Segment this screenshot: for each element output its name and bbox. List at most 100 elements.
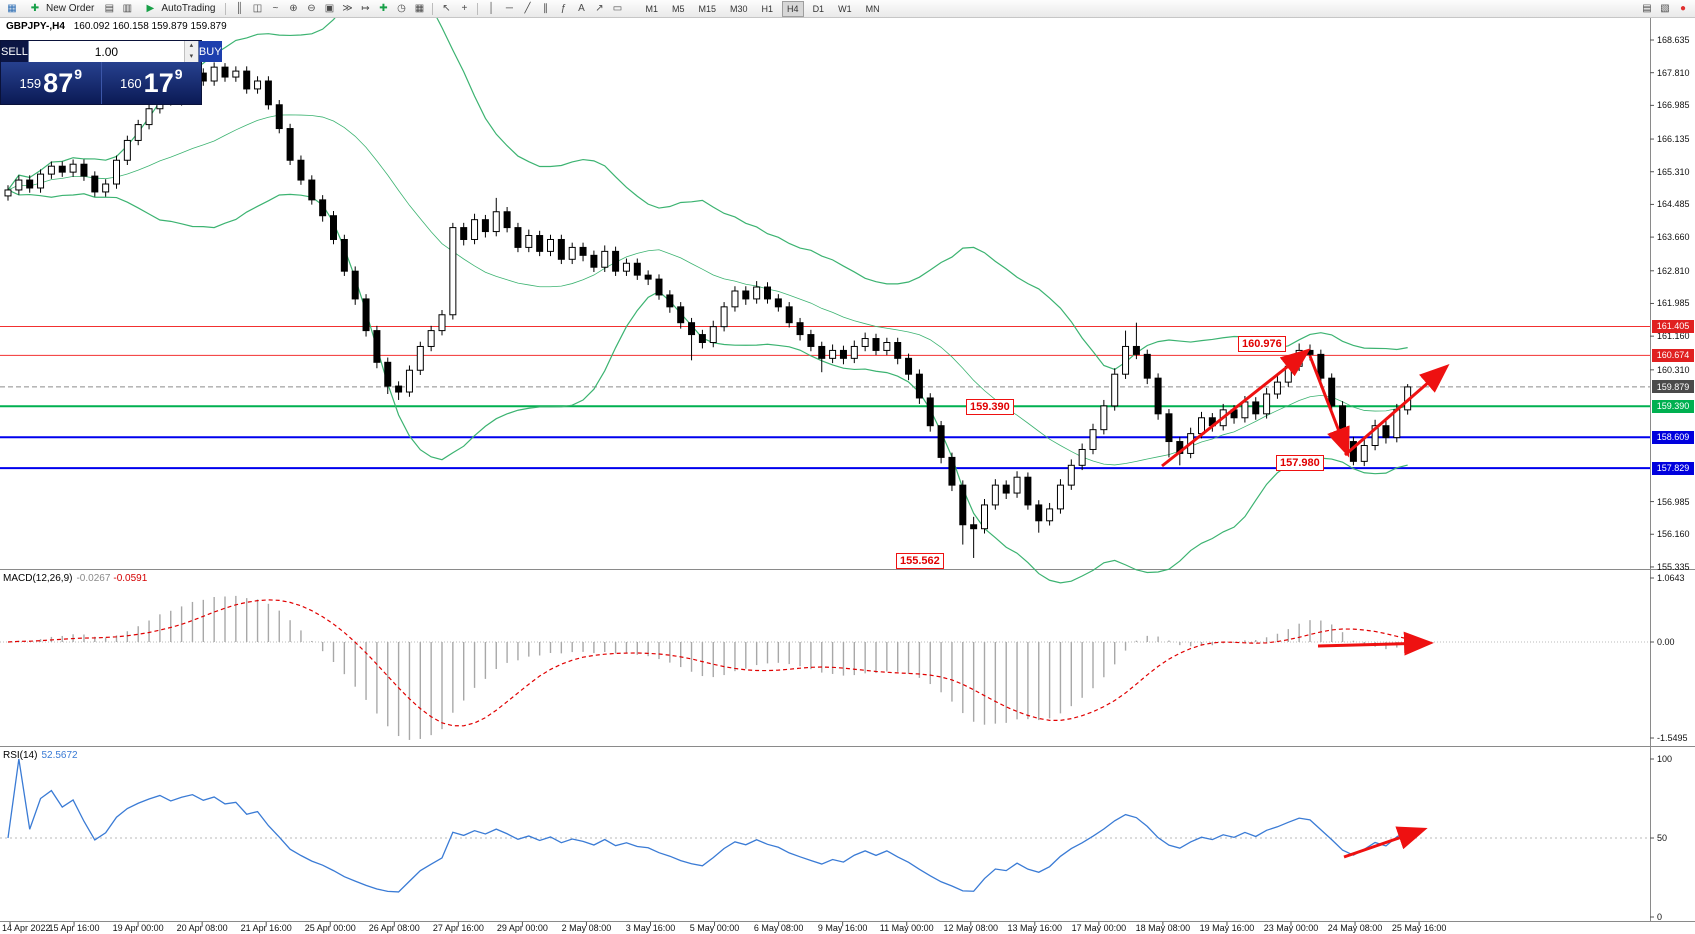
macd-signal-value: -0.0591 (113, 573, 148, 584)
bid-price[interactable]: 159 87 9 (1, 62, 102, 104)
bid-big-digits: 87 (43, 67, 74, 98)
status-dot-icon[interactable]: ● (1679, 3, 1687, 14)
time-tick-label: 2 May 08:00 (561, 923, 612, 933)
toolbar-separator (477, 2, 479, 15)
tile-windows-icon[interactable]: ▣ (324, 3, 335, 14)
new-order-button[interactable]: ✚ New Order (22, 1, 99, 16)
time-tick-label: 17 May 00:00 (1071, 923, 1127, 933)
macd-scale-label: -1.5495 (1657, 733, 1688, 743)
time-tick-label: 5 May 00:00 (689, 923, 740, 933)
timeframe-m5-button[interactable]: M5 (671, 3, 685, 14)
price-tick-label: 167.810 (1657, 67, 1690, 78)
clock-icon[interactable]: ◷ (397, 3, 406, 14)
autotrading-button-label: AutoTrading (161, 3, 216, 14)
lot-size-input[interactable] (28, 41, 184, 62)
time-tick-label: 19 May 16:00 (1199, 923, 1255, 933)
time-tick-label: 9 May 16:00 (817, 923, 868, 933)
lot-size-field: ▴ ▾ (27, 41, 199, 62)
fibonacci-icon[interactable]: ƒ (560, 3, 567, 14)
ohlc-values-label: 160.092 160.158 159.879 159.879 (73, 21, 227, 32)
time-tick-label: 12 May 08:00 (943, 923, 999, 933)
timeframe-h1-button[interactable]: H1 (761, 3, 774, 14)
text-icon[interactable]: A (578, 3, 585, 14)
chart-shift-icon[interactable]: ↦ (361, 3, 370, 14)
app-icon[interactable]: ▦ (7, 3, 17, 14)
price-annotation[interactable]: 159.390 (966, 399, 1014, 415)
trendline-icon[interactable]: ╱ (524, 3, 531, 14)
timeframe-m1-button[interactable]: M1 (645, 3, 658, 14)
price-level-badge: 161.405 (1652, 319, 1694, 333)
macd-scale-label: 0.00 (1657, 637, 1675, 647)
bid-prefix: 159 (19, 75, 42, 91)
macd-name: MACD(12,26,9) (3, 573, 73, 584)
price-annotation[interactable]: 155.562 (896, 553, 944, 569)
zoom-in-icon[interactable]: ⊕ (289, 3, 298, 14)
auto-scroll-icon[interactable]: ≫ (342, 3, 353, 14)
indicators-icon[interactable]: ✚ (379, 3, 388, 14)
autotrading-button-icon: ▶ (146, 3, 155, 14)
ask-price[interactable]: 160 17 9 (102, 62, 202, 104)
timeframe-w1-button[interactable]: W1 (838, 3, 852, 14)
candles-chart-icon[interactable]: ◫ (252, 3, 263, 14)
new-chart-icon[interactable]: ▤ (1642, 3, 1652, 14)
time-tick-label: 26 Apr 08:00 (368, 923, 420, 933)
price-annotation[interactable]: 157.980 (1276, 455, 1324, 471)
lot-increase-button[interactable]: ▴ (184, 41, 198, 52)
price-annotation[interactable]: 160.976 (1238, 336, 1286, 352)
time-tick-label: 21 Apr 16:00 (240, 923, 292, 933)
price-tick-label: 166.985 (1657, 100, 1690, 111)
time-tick-label: 27 Apr 16:00 (432, 923, 484, 933)
horizontal-line-icon[interactable]: ─ (505, 3, 514, 14)
price-tick-label: 164.485 (1657, 199, 1690, 210)
layout-icon[interactable]: ▧ (1660, 3, 1670, 14)
price-tick-label: 155.335 (1657, 561, 1690, 572)
vertical-line-icon[interactable]: │ (488, 3, 495, 14)
timeframe-m15-button[interactable]: M15 (698, 3, 717, 14)
rsi-value: 52.5672 (41, 750, 78, 761)
time-tick-label: 25 May 16:00 (1391, 923, 1447, 933)
autotrading-button[interactable]: ▶ AutoTrading (137, 1, 220, 16)
current-price-badge: 159.879 (1652, 380, 1694, 394)
channel-icon[interactable]: ∥ (542, 3, 548, 14)
buy-button[interactable]: BUY (198, 41, 222, 62)
time-tick-label: 15 Apr 16:00 (48, 923, 100, 933)
price-tick-label: 161.160 (1657, 331, 1690, 342)
shapes-icon[interactable]: ▭ (612, 3, 623, 14)
timeframe-h4-button[interactable]: H4 (782, 0, 804, 17)
time-tick-label: 14 Apr 2022 (2, 923, 51, 933)
rsi-label: RSI(14) 52.5672 (3, 750, 78, 761)
price-tick-label: 162.810 (1657, 265, 1690, 276)
price-tick-label: 168.635 (1657, 35, 1690, 45)
toolbar-separator (432, 2, 434, 15)
bid-superscript: 9 (74, 66, 83, 82)
price-level-badge: 158.609 (1652, 430, 1694, 444)
symbol-timeframe-label: GBPJPY-,H4 (6, 21, 65, 32)
trade-panel-controls-row: SELL ▴ ▾ BUY (1, 41, 222, 62)
zoom-out-icon[interactable]: ⊖ (307, 3, 316, 14)
rsi-scale-label: 100 (1657, 754, 1673, 764)
timeframe-d1-button[interactable]: D1 (812, 3, 825, 14)
time-tick-label: 19 Apr 00:00 (112, 923, 164, 933)
chart-window-icon[interactable]: ▤ (104, 3, 115, 14)
new-order-button-icon: ✚ (30, 3, 40, 14)
toolbar-left-group: ▦ ✚ New Order ▤ ▥ ▶ AutoTrading ║ ◫ ~ ⊕ ⊖ ▣ ≫ ↦ ✚ ◷ ▦ ↖ + │ ─… (4, 1, 625, 16)
templates-icon[interactable]: ▦ (414, 3, 425, 14)
macd-label: MACD(12,26,9) -0.0267 -0.0591 (3, 573, 147, 584)
cursor-icon[interactable]: ↖ (442, 3, 451, 14)
arrow-tool-icon[interactable]: ↗ (595, 3, 604, 14)
time-tick-label: 25 Apr 00:00 (304, 923, 356, 933)
trade-panel-prices-row: 159 87 9 160 17 9 (1, 62, 201, 104)
timeframe-m30-button[interactable]: M30 (730, 3, 748, 14)
time-tick-label: 3 May 16:00 (625, 923, 676, 933)
lot-decrease-button[interactable]: ▾ (184, 51, 198, 62)
profiles-icon[interactable]: ▥ (122, 3, 133, 14)
crosshair-icon[interactable]: + (461, 3, 468, 14)
sell-button[interactable]: SELL (1, 41, 28, 62)
time-tick-label: 18 May 08:00 (1135, 923, 1191, 933)
timeframe-mn-button[interactable]: MN (865, 3, 880, 14)
time-tick-label: 29 Apr 00:00 (496, 923, 548, 933)
time-tick-label: 23 May 00:00 (1263, 923, 1319, 933)
line-chart-icon[interactable]: ~ (272, 3, 279, 14)
bars-chart-icon[interactable]: ║ (235, 3, 244, 14)
